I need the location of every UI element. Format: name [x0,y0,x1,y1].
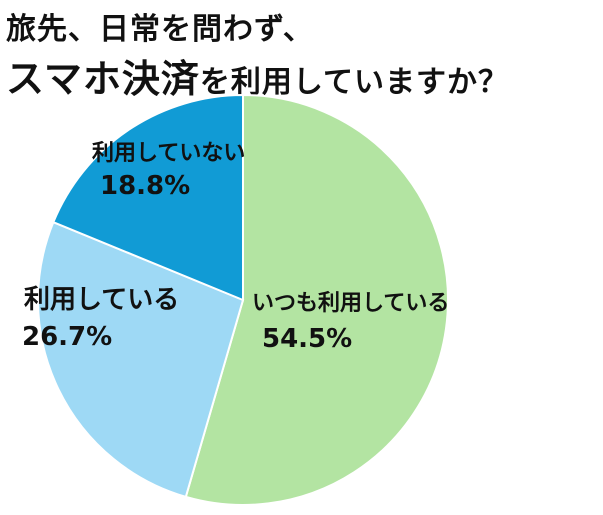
pie-slice-1 [37,220,245,499]
chart-title-emphasis: スマホ決済 [6,57,200,101]
pie-slice-0 [184,93,449,506]
pie-labels: いつも利用している 54.5% 利用している 26.7% 利用していない 18.… [22,141,449,354]
slice-value-2: 18.8% [100,171,190,201]
slice-label-1: 利用している [24,285,179,315]
slice-label-0: いつも利用している [252,291,449,316]
slice-label-2: 利用していない [92,141,245,166]
slice-value-0: 54.5% [262,324,352,354]
pie-slice-2 [52,93,244,302]
chart-title-line1: 旅先、日常を問わず、 [6,12,314,47]
slice-value-1: 26.7% [22,322,112,352]
pie-slices [37,93,449,506]
chart-title-line2: スマホ決済を利用していますか？ [6,48,509,103]
